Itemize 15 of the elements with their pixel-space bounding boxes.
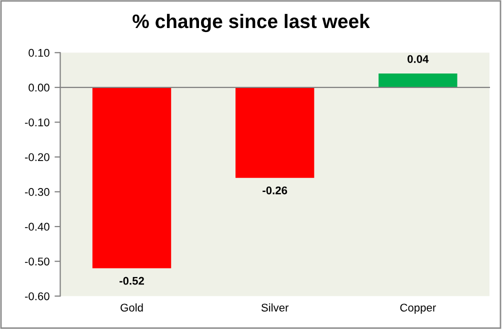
y-tick-label: 0.00: [28, 84, 50, 92]
data-label: -0.52: [120, 276, 144, 285]
y-tick-label: -0.30: [24, 188, 50, 196]
data-label: -0.26: [262, 186, 288, 194]
data-label: 0.04: [408, 55, 429, 63]
x-tick-label: Silver: [261, 303, 289, 312]
y-tick-label: 0.10: [28, 48, 50, 57]
x-tick-label: Copper: [400, 304, 436, 314]
y-tick-label: -0.50: [24, 258, 50, 266]
y-tick-label: -0.40: [24, 222, 50, 231]
chart-title: % change since last week: [132, 14, 370, 32]
x-tick-label: Gold: [120, 303, 143, 312]
y-tick-label: -0.10: [24, 118, 50, 126]
y-tick-label: -0.20: [24, 153, 50, 162]
y-tick-label: -0.60: [24, 292, 50, 300]
